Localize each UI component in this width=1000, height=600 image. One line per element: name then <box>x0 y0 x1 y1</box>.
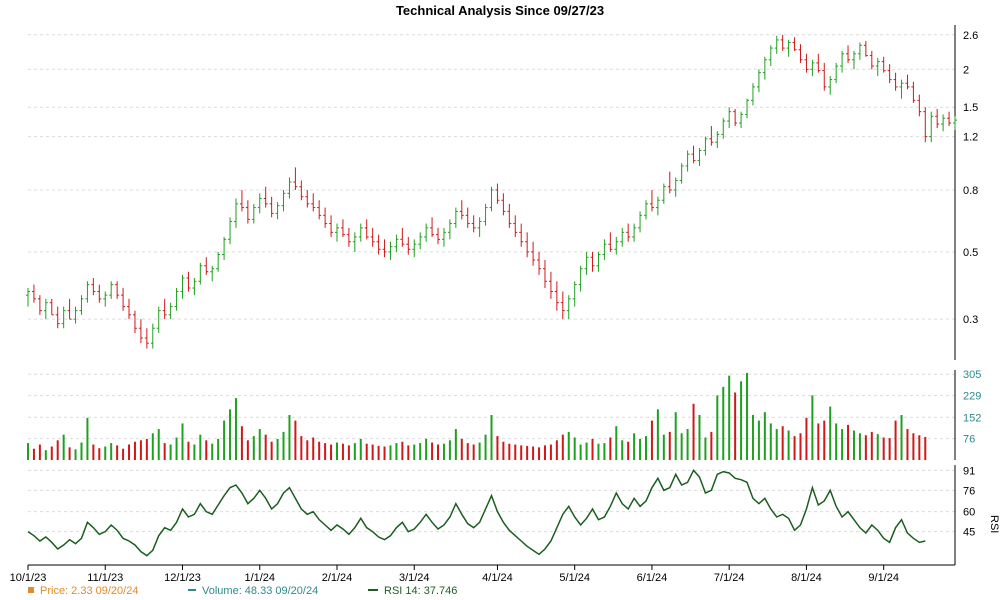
rsi-tick-label: 60 <box>963 507 975 519</box>
vol-tick-label: 76 <box>963 434 975 446</box>
x-tick-label: 8/1/24 <box>791 572 822 584</box>
x-tick-label: 10/1/23 <box>10 572 47 584</box>
legend-volume: Volume: 48.33 09/20/24 <box>202 585 318 597</box>
legend-price: Price: 2.33 09/20/24 <box>40 585 138 597</box>
price-tick-label: 2.6 <box>963 30 978 42</box>
legend-price-marker <box>28 587 34 593</box>
vol-tick-label: 152 <box>963 412 981 424</box>
price-tick-label: 0.5 <box>963 247 978 259</box>
x-tick-label: 12/1/23 <box>164 572 201 584</box>
x-tick-label: 7/1/24 <box>714 572 745 584</box>
rsi-caption: RSI <box>988 515 1000 533</box>
price-tick-label: 1.2 <box>963 132 978 144</box>
x-tick-label: 11/1/23 <box>87 572 123 584</box>
rsi-tick-label: 76 <box>963 485 975 497</box>
x-tick-label: 3/1/24 <box>399 572 430 584</box>
price-tick-label: 1.5 <box>963 102 978 114</box>
x-tick-label: 4/1/24 <box>482 572 513 584</box>
x-tick-label: 9/1/24 <box>868 572 899 584</box>
legend-rsi: RSI 14: 37.746 <box>384 585 457 597</box>
price-tick-label: 0.3 <box>963 314 978 326</box>
x-tick-label: 2/1/24 <box>322 572 353 584</box>
vol-tick-label: 305 <box>963 369 981 381</box>
x-tick-label: 1/1/24 <box>244 572 275 584</box>
price-tick-label: 2 <box>963 64 969 76</box>
vol-tick-label: 229 <box>963 391 981 403</box>
x-tick-label: 5/1/24 <box>559 572 590 584</box>
price-tick-label: 0.8 <box>963 185 978 197</box>
chart-title: Technical Analysis Since 09/27/23 <box>396 3 604 18</box>
x-tick-label: 6/1/24 <box>637 572 668 584</box>
rsi-tick-label: 91 <box>963 465 975 477</box>
rsi-tick-label: 45 <box>963 527 975 539</box>
